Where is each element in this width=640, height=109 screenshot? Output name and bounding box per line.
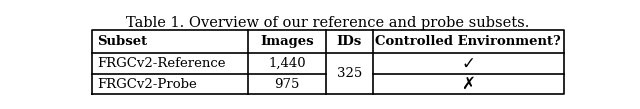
Text: 325: 325 xyxy=(337,67,362,80)
Text: FRGCv2-Reference: FRGCv2-Reference xyxy=(97,57,226,70)
Text: ✓: ✓ xyxy=(461,54,475,72)
Text: IDs: IDs xyxy=(337,35,362,48)
Text: Images: Images xyxy=(260,35,314,48)
Text: 1,440: 1,440 xyxy=(268,57,305,70)
Text: 975: 975 xyxy=(274,78,300,91)
Text: ✗: ✗ xyxy=(461,75,475,93)
Text: FRGCv2-Probe: FRGCv2-Probe xyxy=(97,78,197,91)
Text: Subset: Subset xyxy=(97,35,147,48)
Text: Controlled Environment?: Controlled Environment? xyxy=(375,35,561,48)
Text: Table 1. Overview of our reference and probe subsets.: Table 1. Overview of our reference and p… xyxy=(126,16,530,30)
